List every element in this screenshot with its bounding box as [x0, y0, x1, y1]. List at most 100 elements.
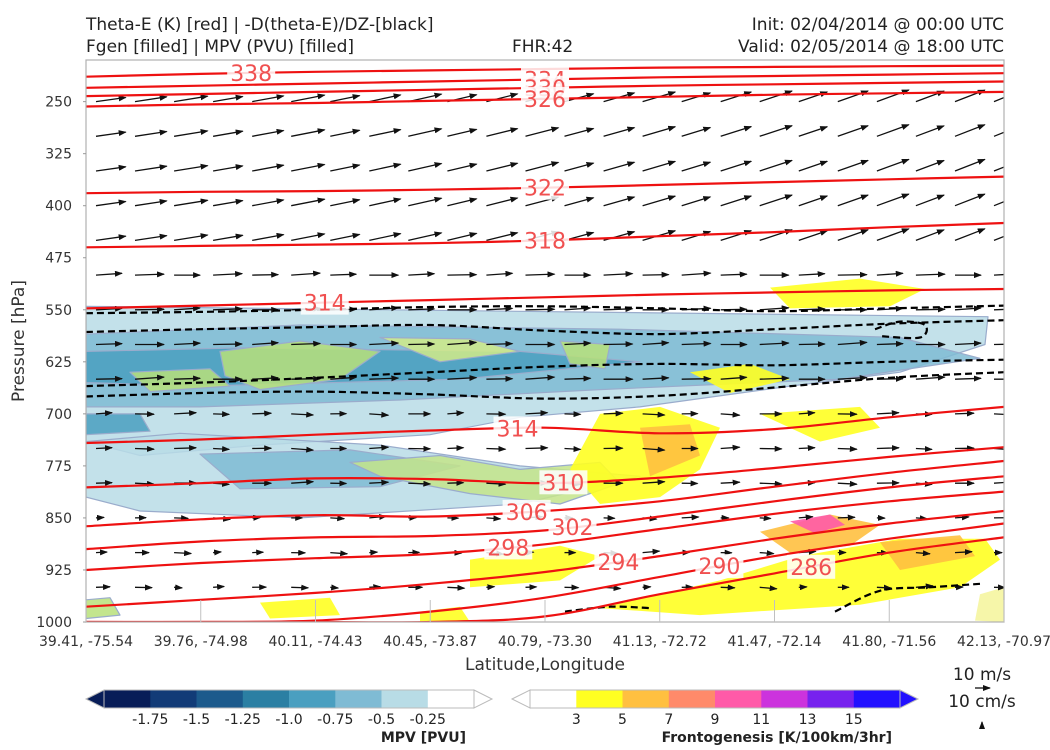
- stability-contour-1: [86, 319, 1004, 336]
- wind-vector: [173, 198, 209, 207]
- fgen-fill-18: [760, 514, 880, 553]
- wind-vector: [603, 306, 634, 313]
- mpv-fill-8: [559, 340, 611, 370]
- wind-vector: [876, 340, 904, 347]
- stability-contour-2: [86, 358, 1004, 388]
- wind-vector: [720, 195, 753, 207]
- wind-vector: [330, 198, 361, 207]
- mpv-colorbar-min-extend: [84, 689, 105, 709]
- y-tick-label: 1000: [36, 615, 72, 631]
- theta-e-label: 294: [597, 551, 639, 576]
- wind-vector: [915, 374, 946, 381]
- wind-vector: [330, 271, 358, 278]
- wind-vector: [525, 445, 549, 452]
- y-axis-label: Pressure [hPa]: [9, 280, 29, 402]
- theta-e-label: 298: [487, 536, 529, 561]
- wind-vector: [291, 446, 315, 453]
- x-tick-label: 41.80, -71.56: [842, 634, 936, 650]
- theta-e-label-bg: [227, 61, 276, 85]
- wind-vector: [369, 549, 379, 556]
- wind-vector: [876, 124, 910, 137]
- fgen-colorbar-segment: [807, 690, 855, 708]
- fgen-colorbar-max-extend: [899, 689, 920, 709]
- wind-vector: [95, 584, 111, 591]
- fgen-colorbar-tick-label: 15: [845, 712, 863, 728]
- wind-vector: [291, 232, 326, 242]
- wind-vector: [95, 549, 108, 556]
- wind-vector: [408, 306, 436, 313]
- fgen-colorbar-segment: [530, 690, 577, 708]
- y-tick-label: 325: [45, 147, 72, 163]
- fgen-fill-20: [790, 514, 845, 534]
- fgen-colorbar-segment: [622, 690, 670, 708]
- wind-vector: [681, 375, 712, 382]
- fgen-fill-21: [640, 424, 700, 477]
- wind-vector: [252, 375, 280, 382]
- wind-vector: [213, 341, 244, 348]
- wind-vector: [330, 374, 358, 381]
- wind-vector: [330, 94, 361, 103]
- wind-vector: [95, 340, 123, 347]
- mpv-fill-7: [379, 336, 521, 363]
- wind-vector: [369, 375, 400, 382]
- wind-vector: [798, 271, 826, 278]
- stability-contour-0: [86, 304, 1004, 315]
- reference-vector-label-vertical: 10 cm/s: [948, 692, 1016, 712]
- wind-vector: [837, 445, 858, 452]
- wind-vector: [486, 445, 507, 452]
- wind-vector: [993, 235, 1004, 242]
- wind-vector: [720, 91, 753, 103]
- wind-vector: [212, 129, 244, 137]
- wind-vector: [95, 130, 127, 137]
- theta-e-label-bg: [695, 554, 744, 579]
- wind-vector: [291, 93, 326, 103]
- mpv-colorbar-segment: [104, 690, 151, 708]
- wind-vector: [525, 161, 560, 172]
- wind-vector: [759, 515, 772, 522]
- mpv-colorbar-segment: [289, 690, 336, 708]
- wind-vector: [564, 340, 592, 347]
- fgen-fill-22: [260, 597, 340, 619]
- wind-vector: [486, 340, 514, 347]
- wind-vector: [837, 229, 869, 242]
- wind-vector: [369, 162, 402, 172]
- fgen-colorbar-segment: [715, 690, 762, 708]
- wind-vector: [174, 305, 201, 312]
- wind-vector: [798, 126, 829, 137]
- fgen-colorbar-tick-label: 3: [572, 712, 581, 728]
- stability-contour-closed: [874, 320, 928, 340]
- wind-vector: [876, 89, 910, 103]
- wind-vector: [291, 270, 322, 277]
- theta-e-label-bg: [521, 86, 569, 111]
- fgen-colorbar-tick-label: 11: [752, 712, 770, 728]
- wind-vector: [252, 163, 285, 172]
- wind-vector: [876, 584, 892, 591]
- wind-vector: [95, 445, 113, 452]
- wind-vector: [642, 548, 661, 555]
- wind-vector: [993, 308, 1004, 311]
- wind-vector: [681, 196, 712, 207]
- wind-vector: [837, 159, 869, 172]
- theta-e-label: 286: [790, 556, 832, 581]
- wind-vector: [486, 231, 519, 242]
- theta-e-label: 318: [524, 229, 566, 254]
- y-tick-label: 775: [45, 459, 72, 475]
- theta-e-contour-298: [86, 490, 1004, 572]
- wind-vector: [564, 162, 595, 172]
- wind-vector: [134, 94, 168, 103]
- wind-vector: [369, 232, 402, 242]
- wind-vector: [915, 125, 945, 137]
- fgen-colorbar-segment: [576, 690, 624, 708]
- mpv-colorbar-title: MPV [PVU]: [381, 730, 466, 746]
- fgen-fill-12: [770, 278, 925, 309]
- wind-vector: [681, 270, 712, 277]
- wind-vector: [447, 197, 478, 207]
- wind-vector: [876, 270, 904, 277]
- theta-e-label-bg: [300, 290, 349, 315]
- x-tick-label: 39.41, -75.54: [39, 634, 133, 650]
- wind-vector: [134, 233, 168, 242]
- fgen-colorbar-frame: [529, 689, 901, 709]
- wind-vector: [759, 550, 775, 557]
- wind-vector: [993, 131, 1004, 137]
- wind-vector: [954, 375, 982, 382]
